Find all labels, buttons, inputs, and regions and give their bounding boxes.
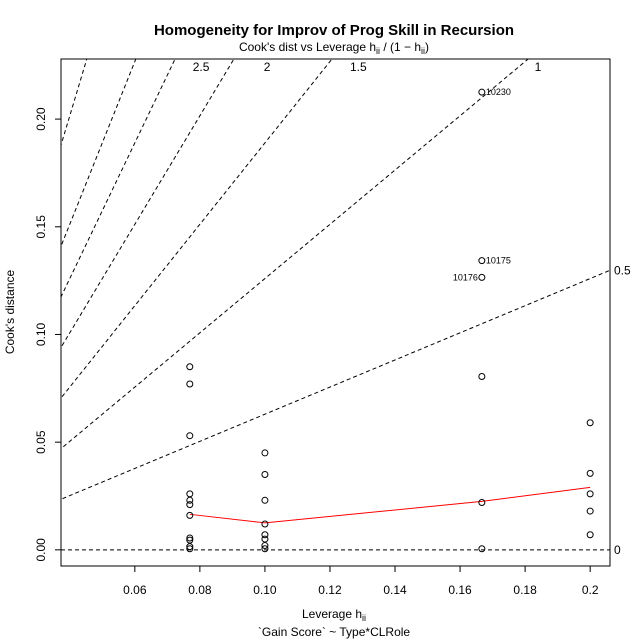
contour-line-0-5 [61,269,610,500]
subtitle-sub-1: ii [376,46,380,56]
cooks-contour-lines [61,59,610,551]
data-point [186,490,194,498]
data-point [586,419,594,427]
contour-label-2: 2 [264,60,271,74]
contour-line-1 [61,59,529,450]
point-label: 10230 [486,87,511,97]
data-point [261,520,269,528]
data-point [261,470,269,478]
data-point [186,363,194,371]
data-points [186,88,594,553]
data-point [478,545,486,553]
x-tick-label: 0.10 [253,583,277,597]
data-point [478,372,486,380]
chart-title: Homogeneity for Improv of Prog Skill in … [154,22,514,39]
data-point [186,496,194,504]
x-tick-label: 0.08 [188,583,212,597]
contour-line-3 [61,59,137,248]
y-tick-label: 0.20 [34,107,48,131]
point-labels: 10230 10175 10176 [453,87,511,282]
y-tick-label: 0.05 [34,430,48,454]
contour-label-0-5: 0.5 [614,263,631,277]
data-point [261,545,269,553]
model-formula: `Gain Score` ~ Type*CLRole [258,625,411,639]
data-point [586,531,594,539]
subtitle-mid: / (1 − h [380,40,421,54]
data-point [186,432,194,440]
smooth-line-group [189,486,591,524]
y-axis: 0.00 0.05 0.10 0.15 0.20 [34,107,61,562]
contour-label-1-5: 1.5 [350,60,367,74]
data-point [261,496,269,504]
data-point [478,498,486,506]
subtitle-end: ) [425,40,429,54]
data-point [186,545,194,553]
point-label: 10176 [453,272,478,282]
contour-label-2-5: 2.5 [193,60,210,74]
contour-line-1-5 [61,59,333,399]
contour-line-4 [61,59,88,147]
data-point [261,535,269,543]
contour-line-2 [61,59,235,349]
data-point [186,380,194,388]
x-tick-label: 0.2 [582,583,599,597]
contour-label-1: 1 [535,60,542,74]
x-tick-label: 0.16 [448,583,472,597]
x-axis-label: Leverage hii [302,607,366,623]
data-point [261,542,269,550]
contour-label-zero: 0 [614,543,621,557]
data-point [261,531,269,539]
data-point [186,511,194,519]
y-tick-label: 0.10 [34,322,48,346]
data-point [478,257,486,265]
x-tick-label: 0.14 [383,583,407,597]
x-tick-label: 0.12 [318,583,342,597]
data-point [586,469,594,477]
plot-frame [60,58,611,567]
y-tick-label: 0.00 [34,538,48,562]
data-point [186,543,194,551]
data-point [586,490,594,498]
data-point [186,534,194,542]
x-tick-label: 0.18 [513,583,537,597]
x-axis: 0.06 0.08 0.10 0.12 0.14 0.16 0.18 0.2 [123,565,599,597]
data-point [586,507,594,515]
point-label: 10175 [486,256,511,266]
contour-labels: 0 0.5 1 1.5 2 2.5 [193,60,631,557]
data-point [186,501,194,509]
chart-subtitle: Cook's dist vs Leverage hii / (1 − hii) [239,40,429,56]
data-point [478,88,486,96]
contour-line-2-5 [61,59,176,299]
subtitle-text: Cook's dist vs Leverage h [239,40,376,54]
x-axis-label-text: Leverage h [302,607,362,621]
y-axis-label: Cook's distance [3,270,17,355]
smooth-line [189,486,591,524]
y-tick-label: 0.15 [34,215,48,239]
data-point [261,449,269,457]
x-tick-label: 0.06 [123,583,147,597]
data-point [478,273,486,281]
subtitle-sub-2: ii [421,46,425,56]
x-axis-label-sub: ii [362,613,366,623]
